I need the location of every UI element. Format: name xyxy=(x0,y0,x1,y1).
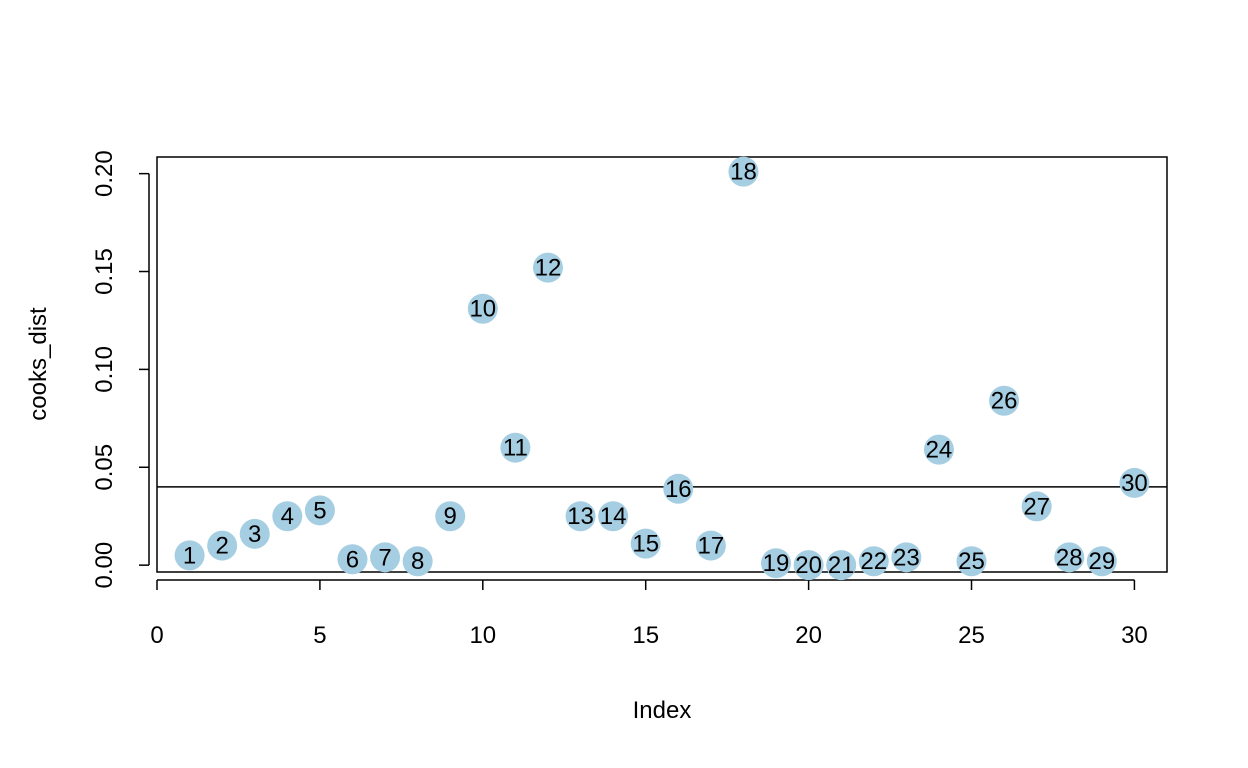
point-label: 8 xyxy=(411,548,424,575)
point-label: 22 xyxy=(860,548,887,575)
data-point xyxy=(272,501,303,532)
y-tick-label: 0.15 xyxy=(91,248,118,295)
point-label: 26 xyxy=(991,388,1018,415)
point-label: 5 xyxy=(313,497,326,524)
x-tick-label: 20 xyxy=(795,622,822,649)
data-point xyxy=(858,546,889,577)
x-tick-label: 10 xyxy=(469,622,496,649)
data-point xyxy=(207,530,238,561)
point-label: 12 xyxy=(535,255,562,282)
data-point xyxy=(891,542,922,573)
data-point xyxy=(923,434,954,465)
data-point xyxy=(1086,546,1117,577)
points-layer xyxy=(174,156,1150,581)
x-tick-label: 5 xyxy=(313,622,326,649)
point-label: 2 xyxy=(215,533,228,560)
point-label: 28 xyxy=(1056,544,1083,571)
data-point xyxy=(467,293,498,324)
x-tick-label: 0 xyxy=(150,622,163,649)
data-point xyxy=(826,550,857,581)
data-point xyxy=(989,385,1020,416)
data-point xyxy=(695,530,726,561)
point-label: 15 xyxy=(632,531,659,558)
point-label: 13 xyxy=(567,503,594,530)
data-point xyxy=(663,473,694,504)
data-point xyxy=(500,432,531,463)
point-label: 20 xyxy=(795,552,822,579)
data-point xyxy=(1119,467,1150,498)
data-point xyxy=(761,548,792,579)
data-point xyxy=(532,252,563,283)
point-label: 18 xyxy=(730,159,757,186)
x-tick-label: 25 xyxy=(958,622,985,649)
data-point xyxy=(793,550,824,581)
point-label: 17 xyxy=(698,533,725,560)
data-point xyxy=(174,540,205,571)
data-point xyxy=(1054,542,1085,573)
data-point xyxy=(565,501,596,532)
point-label: 14 xyxy=(600,503,627,530)
data-point xyxy=(598,501,629,532)
data-point xyxy=(728,156,759,187)
point-label: 11 xyxy=(503,435,528,462)
point-label: 30 xyxy=(1121,470,1148,497)
point-label: 19 xyxy=(763,550,790,577)
data-point xyxy=(402,546,433,577)
x-axis-title: Index xyxy=(633,697,692,724)
x-axis: 0 5 10 15 20 25 30 xyxy=(150,579,1148,649)
point-label: 6 xyxy=(346,546,359,573)
point-label: 27 xyxy=(1023,493,1050,520)
x-tick-label: 15 xyxy=(632,622,659,649)
y-axis: 0.00 0.05 0.10 0.15 0.20 xyxy=(91,150,150,589)
data-point xyxy=(304,495,335,526)
point-label: 29 xyxy=(1088,548,1115,575)
y-tick-label: 0.05 xyxy=(91,444,118,491)
point-label: 1 xyxy=(183,542,196,569)
y-tick-label: 0.10 xyxy=(91,346,118,393)
y-axis-title: cooks_dist xyxy=(25,307,52,421)
data-point xyxy=(337,544,368,575)
point-label: 21 xyxy=(828,552,855,579)
point-label: 10 xyxy=(469,296,496,323)
point-label: 16 xyxy=(665,476,692,503)
data-point xyxy=(370,542,401,573)
data-point xyxy=(956,546,987,577)
plot-frame xyxy=(156,156,1168,573)
point-label: 3 xyxy=(248,521,261,548)
point-label: 4 xyxy=(281,503,294,530)
x-tick-label: 30 xyxy=(1121,622,1148,649)
data-point xyxy=(630,528,661,559)
point-label: 24 xyxy=(926,437,953,464)
data-point xyxy=(1021,491,1052,522)
point-label: 7 xyxy=(378,544,391,571)
data-point xyxy=(435,501,466,532)
point-label: 9 xyxy=(444,503,457,530)
point-label: 23 xyxy=(893,544,920,571)
y-tick-label: 0.00 xyxy=(91,542,118,589)
y-tick-label: 0.20 xyxy=(91,150,118,197)
data-point xyxy=(239,518,270,549)
point-label: 25 xyxy=(958,548,985,575)
